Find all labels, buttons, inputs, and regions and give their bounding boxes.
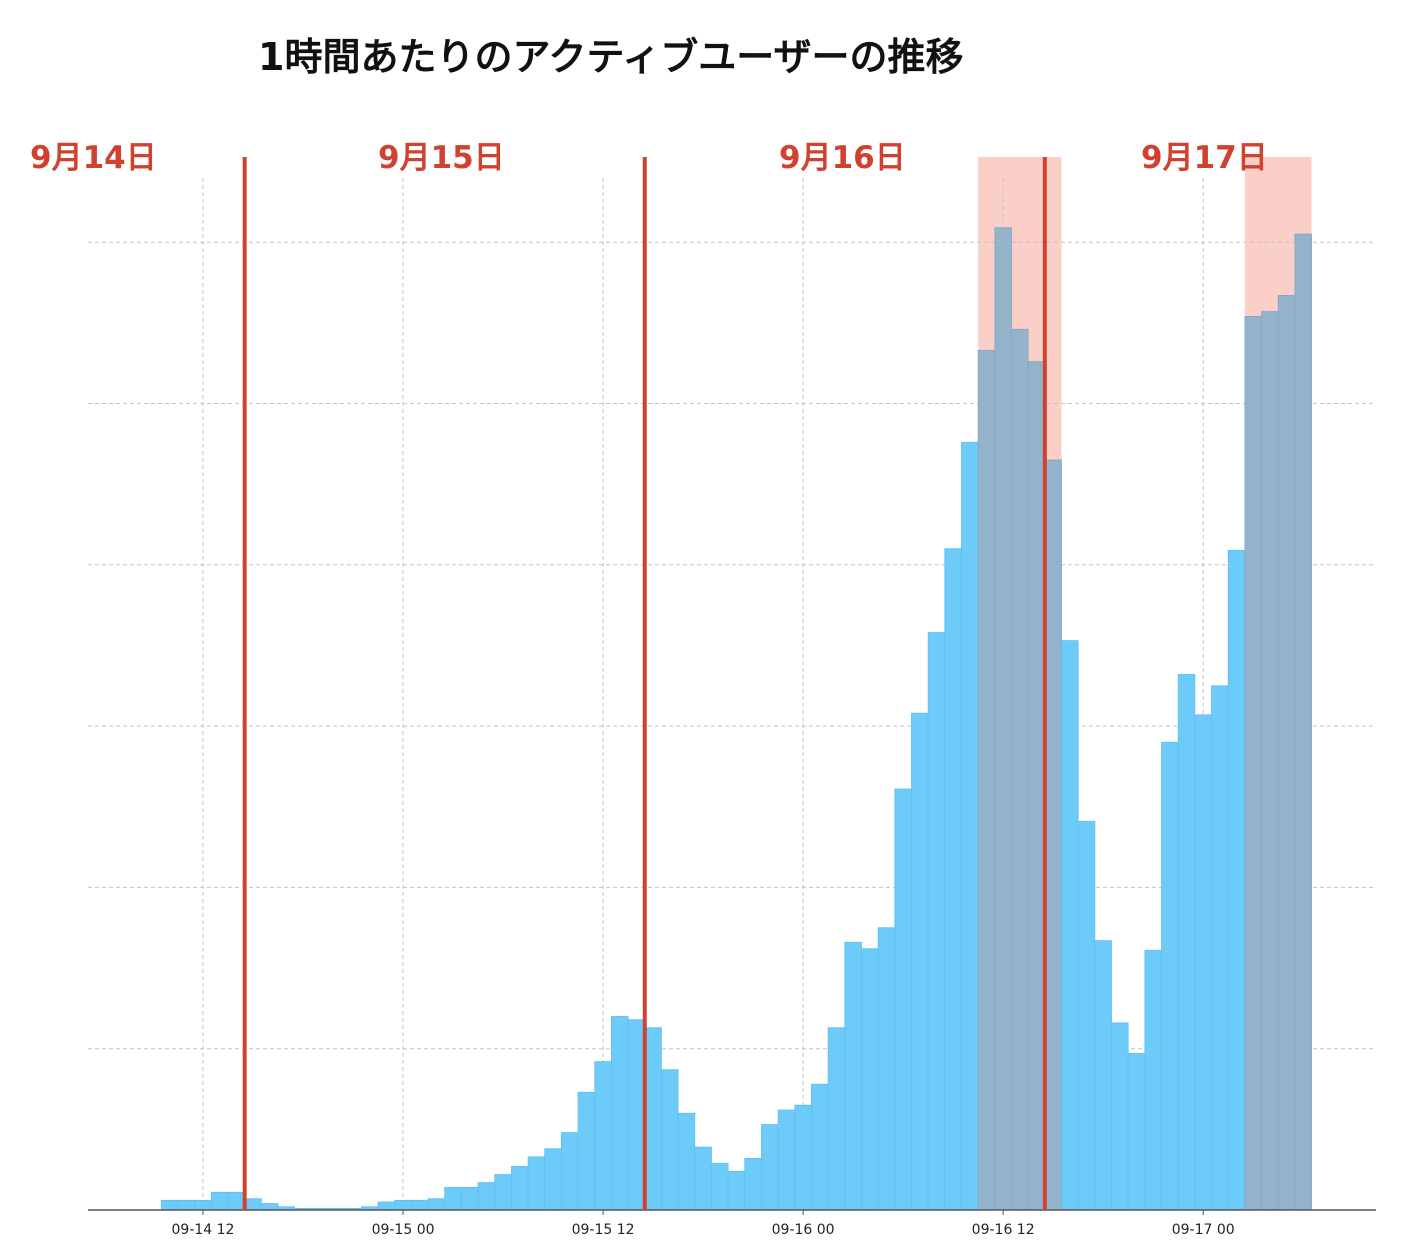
bar-09-14-11 <box>177 1199 196 1211</box>
bar-09-16-20 <box>1127 1053 1146 1211</box>
bar-09-16-01 <box>811 1083 829 1211</box>
bar-09-14-10 <box>160 1199 179 1211</box>
bar-09-14-12 <box>194 1199 212 1211</box>
bar-09-16-13 <box>1011 328 1029 1211</box>
bar-09-16-16 <box>1061 640 1079 1211</box>
bar-09-15-02 <box>427 1198 446 1211</box>
bar-09-17-02 <box>1227 549 1246 1211</box>
bar-09-16-14 <box>1027 361 1046 1211</box>
bar-09-16-12 <box>994 227 1012 1211</box>
chart-title: 1時間あたりのアクティブユーザーの推移 <box>258 35 964 79</box>
bar-09-16-04 <box>861 948 879 1211</box>
bar-09-15-05 <box>477 1182 496 1211</box>
bar-09-15-07 <box>510 1166 529 1211</box>
bar-09-15-04 <box>460 1187 479 1211</box>
bar-09-16-18 <box>1094 940 1112 1211</box>
bar-09-14-23 <box>377 1201 396 1211</box>
bar-09-16-09 <box>944 548 962 1211</box>
bar-09-15-10 <box>561 1132 579 1211</box>
bar-09-16-19 <box>1111 1022 1129 1211</box>
bar-09-17-06 <box>1294 233 1312 1211</box>
bar-09-15-20 <box>727 1170 746 1211</box>
x-tick-label: 09-17 00 <box>1172 1222 1235 1238</box>
day-label-0914: 9月14日 <box>30 140 157 176</box>
bar-09-17-04 <box>1261 311 1279 1211</box>
bar-09-16-07 <box>911 712 929 1211</box>
bar-09-15-08 <box>527 1156 546 1211</box>
bar-09-15-13 <box>611 1016 629 1211</box>
bar-09-14-15 <box>244 1198 262 1211</box>
bar-09-16-03 <box>844 941 862 1211</box>
bar-09-15-14 <box>627 1019 646 1211</box>
bar-09-15-03 <box>444 1187 462 1211</box>
bar-09-15-00 <box>394 1199 412 1211</box>
bar-09-15-21 <box>744 1157 762 1211</box>
bar-09-15-09 <box>544 1148 562 1211</box>
bar-09-16-21 <box>1144 949 1162 1211</box>
bar-09-16-10 <box>961 441 979 1211</box>
bar-09-16-05 <box>877 927 896 1211</box>
bar-09-17-01 <box>1211 685 1229 1211</box>
bar-09-15-19 <box>711 1162 729 1211</box>
x-tick-label: 09-14 12 <box>172 1222 235 1238</box>
bar-09-16-08 <box>927 632 946 1211</box>
bar-09-15-06 <box>494 1174 512 1211</box>
bar-09-16-17 <box>1077 820 1096 1211</box>
day-label-0917: 9月17日 <box>1141 140 1268 176</box>
bar-09-15-18 <box>694 1146 712 1211</box>
day-label-0915: 9月15日 <box>378 140 505 176</box>
bar-09-15-12 <box>594 1061 612 1211</box>
bar-09-15-22 <box>761 1124 779 1211</box>
x-tick-label: 09-16 00 <box>772 1222 835 1238</box>
bar-09-15-15 <box>644 1027 662 1211</box>
bar-09-16-11 <box>977 349 996 1211</box>
x-tick-label: 09-15 12 <box>572 1222 635 1238</box>
day-label-0916: 9月16日 <box>779 140 906 176</box>
bar-09-15-11 <box>577 1091 596 1211</box>
x-tick-label: 09-16 12 <box>972 1222 1035 1238</box>
bar-09-16-23 <box>1177 674 1196 1211</box>
bar-09-14-13 <box>210 1191 229 1211</box>
bar-09-17-00 <box>1194 714 1212 1211</box>
bar-09-16-02 <box>827 1027 846 1211</box>
bar-09-16-00 <box>794 1104 812 1211</box>
bar-09-16-06 <box>894 788 912 1211</box>
bar-09-14-14 <box>227 1191 246 1211</box>
bar-09-15-01 <box>410 1199 429 1211</box>
bar-09-17-03 <box>1244 315 1262 1211</box>
bar-09-15-16 <box>661 1069 679 1211</box>
bar-09-16-22 <box>1161 741 1179 1211</box>
bar-09-15-23 <box>777 1109 796 1211</box>
bar-09-16-15 <box>1044 459 1062 1211</box>
bar-09-17-05 <box>1277 295 1296 1211</box>
x-tick-label: 09-15 00 <box>372 1222 435 1238</box>
bar-09-15-17 <box>677 1112 696 1211</box>
bar-09-14-16 <box>260 1203 279 1211</box>
